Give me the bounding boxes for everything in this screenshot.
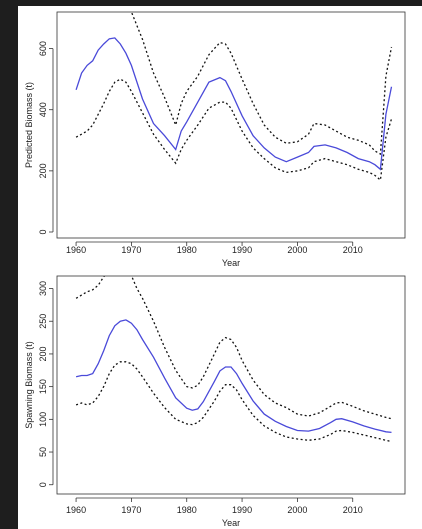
series-group (75, 276, 392, 443)
y-axis-title: Predicted Biomass (t) (24, 82, 34, 168)
series-line-estimate (75, 319, 392, 434)
series-line-upper-bound (75, 276, 392, 420)
y-tick-label: 250 (38, 314, 48, 329)
y-tick-label: 0 (38, 229, 48, 234)
chart-panel-2: 1960 1970 1980 1990 2000 2010 Year 0 50 100 150 200… (24, 275, 406, 528)
series-line-estimate (75, 37, 393, 171)
y-tick-label: 300 (38, 281, 48, 296)
series-line-lower-bound (75, 361, 392, 443)
y-tick-label: 400 (38, 102, 48, 117)
y-tick-label: 200 (38, 346, 48, 361)
x-tick-label: 2010 (343, 505, 363, 515)
x-tick-label: 1970 (121, 245, 141, 255)
y-tick-label: 200 (38, 163, 48, 178)
series-line-lower-bound (75, 78, 393, 182)
x-axis-title: Year (222, 518, 240, 528)
x-axis-title: Year (222, 258, 240, 268)
plot-frame (56, 275, 406, 495)
x-tick-label: 2000 (287, 505, 307, 515)
y-tick-label: 100 (38, 412, 48, 427)
x-tick-label: 1980 (177, 245, 197, 255)
y-tick-label: 50 (38, 447, 48, 457)
y-tick-label: 600 (38, 41, 48, 56)
x-tick-label: 2000 (287, 245, 307, 255)
chart-panel-1: 1960 1970 1980 1990 2000 2010 Year 0 200 400 600 Pr… (24, 11, 406, 268)
chart-canvas: 1960 1970 1980 1990 2000 2010Year0200400600Pr… (24, 11, 406, 528)
x-tick-label: 1980 (177, 505, 197, 515)
series-group (75, 12, 393, 182)
x-tick-label: 1990 (232, 245, 252, 255)
y-tick-label: 0 (38, 482, 48, 487)
y-tick-label: 150 (38, 379, 48, 394)
x-tick-label: 1960 (66, 505, 86, 515)
y-axis-title: Spawning Biomass (t) (24, 341, 34, 429)
x-tick-label: 1970 (121, 505, 141, 515)
x-tick-label: 2010 (343, 245, 363, 255)
x-tick-label: 1990 (232, 505, 252, 515)
plot-frame (56, 11, 406, 239)
chart-figure: 1960 1970 1980 1990 2000 2010 Year 0 200 400 600 Pr… (18, 6, 422, 529)
series-line-upper-bound (130, 12, 393, 156)
x-tick-label: 1960 (66, 245, 86, 255)
